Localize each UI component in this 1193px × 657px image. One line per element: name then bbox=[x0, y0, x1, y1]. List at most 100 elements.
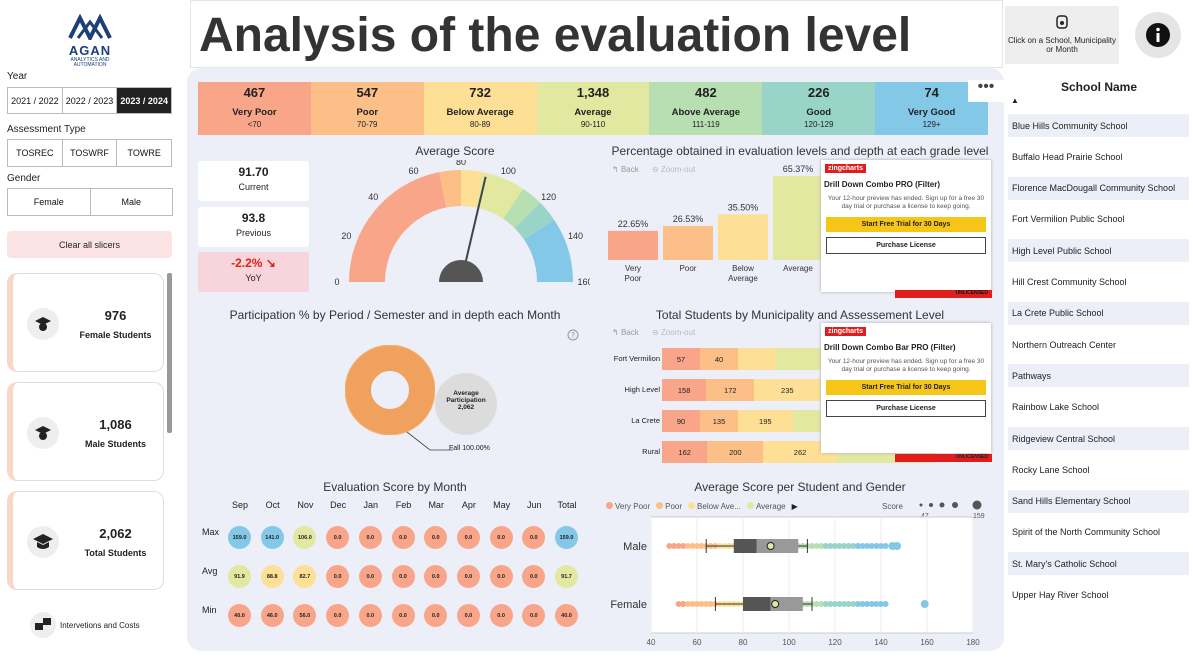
score-bubble[interactable]: 0.0 bbox=[489, 526, 513, 549]
kpi-0[interactable]: 467 Very Poor <70 bbox=[198, 82, 311, 135]
school-item[interactable]: Florence MacDougall Community School bbox=[1008, 176, 1189, 200]
score-bubble[interactable]: 0.0 bbox=[358, 604, 382, 627]
municipality-segment[interactable]: 235 bbox=[754, 379, 821, 401]
school-item[interactable]: Sand Hills Elementary School bbox=[1008, 489, 1189, 513]
score-bubble[interactable]: 0.0 bbox=[358, 565, 382, 588]
legend-item[interactable]: Average bbox=[746, 502, 786, 511]
school-item[interactable]: High Level Public School bbox=[1008, 239, 1189, 263]
pct-bar[interactable] bbox=[718, 214, 768, 260]
score-bubble[interactable]: 0.0 bbox=[522, 604, 546, 627]
stats-scrollbar[interactable] bbox=[167, 273, 172, 433]
school-item[interactable]: Spirit of the North Community School bbox=[1012, 527, 1161, 538]
participation-donut[interactable] bbox=[345, 345, 435, 435]
score-bubble[interactable]: 56.0 bbox=[293, 604, 317, 627]
score-bubble[interactable]: 0.0 bbox=[424, 526, 448, 549]
start-trial-button[interactable]: Start Free Trial for 30 Days bbox=[826, 217, 986, 232]
score-bubble[interactable]: 159.0 bbox=[228, 526, 251, 549]
pct-back-button[interactable]: ↰ Back bbox=[612, 165, 639, 174]
score-bubble[interactable]: 0.0 bbox=[326, 526, 350, 549]
legend-next-arrow[interactable]: ▶ bbox=[791, 502, 798, 511]
pct-zoom-out-button[interactable]: ⊖ Zoom-out bbox=[652, 165, 696, 174]
municipality-segment[interactable]: 135 bbox=[700, 410, 738, 432]
score-bubble[interactable]: 0.0 bbox=[489, 604, 513, 627]
municipality-segment[interactable]: 262 bbox=[763, 441, 837, 463]
municipality-segment[interactable]: 40 bbox=[700, 348, 738, 370]
start-trial-button[interactable]: Start Free Trial for 30 Days bbox=[826, 380, 986, 395]
score-bubble[interactable]: 82.7 bbox=[293, 565, 317, 588]
score-bubble[interactable]: 88.8 bbox=[260, 565, 284, 588]
score-bubble[interactable]: 0.0 bbox=[456, 526, 480, 549]
sort-arrow-icon[interactable]: ▲ bbox=[1011, 96, 1019, 105]
kpi-3[interactable]: 1,348 Average 90-110 bbox=[536, 82, 650, 135]
purchase-license-button[interactable]: Purchase License bbox=[826, 400, 986, 417]
muni-zoom-out-button[interactable]: ⊖ Zoom-out bbox=[652, 328, 696, 337]
score-bubble[interactable]: 0.0 bbox=[326, 604, 350, 627]
help-icon[interactable]: ? bbox=[567, 328, 579, 346]
box-upper[interactable] bbox=[770, 597, 803, 611]
score-bubble[interactable]: 46.0 bbox=[260, 604, 284, 627]
school-item[interactable]: La Crete Public School bbox=[1008, 301, 1189, 325]
score-bubble[interactable]: 40.0 bbox=[555, 604, 578, 627]
gender-option[interactable]: Female bbox=[8, 189, 91, 215]
municipality-segment[interactable]: 90 bbox=[662, 410, 700, 432]
purchase-license-button[interactable]: Purchase License bbox=[826, 237, 986, 254]
gender-option[interactable]: Male bbox=[90, 189, 172, 215]
school-item[interactable]: Rocky Lane School bbox=[1012, 464, 1090, 475]
pct-bar[interactable] bbox=[663, 225, 713, 260]
municipality-segment[interactable] bbox=[738, 348, 776, 370]
score-bubble[interactable]: 0.0 bbox=[326, 565, 350, 588]
interventions-link[interactable]: Intervetions and Costs bbox=[30, 612, 140, 638]
kpi-1[interactable]: 547 Poor 70-79 bbox=[310, 82, 424, 135]
school-item[interactable]: Rainbow Lake School bbox=[1012, 402, 1100, 413]
score-bubble[interactable]: 106.0 bbox=[293, 526, 317, 549]
kpi-4[interactable]: 482 Above Average 111-119 bbox=[649, 82, 763, 135]
score-bubble[interactable]: 0.0 bbox=[358, 526, 382, 549]
municipality-segment[interactable]: 195 bbox=[738, 410, 793, 432]
score-bubble[interactable]: 0.0 bbox=[391, 565, 415, 588]
score-bubble[interactable]: 40.0 bbox=[228, 604, 251, 627]
score-bubble[interactable]: 0.0 bbox=[391, 604, 415, 627]
school-item[interactable]: Fort Vermilion Public School bbox=[1012, 214, 1125, 225]
school-item[interactable]: Buffalo Head Prairie School bbox=[1012, 151, 1123, 162]
school-item[interactable]: Pathways bbox=[1008, 364, 1189, 388]
assessment-option[interactable]: TOSREC bbox=[8, 140, 63, 166]
assessment-option[interactable]: TOWRE bbox=[117, 140, 172, 166]
score-bubble[interactable]: 0.0 bbox=[424, 565, 448, 588]
municipality-segment[interactable]: 162 bbox=[662, 441, 708, 463]
pct-bar[interactable] bbox=[608, 230, 658, 260]
year-option[interactable]: 2021 / 2022 bbox=[8, 88, 63, 113]
municipality-segment[interactable]: 158 bbox=[662, 379, 707, 401]
score-bubble[interactable]: 0.0 bbox=[456, 565, 480, 588]
municipality-segment[interactable]: 172 bbox=[706, 379, 755, 401]
school-item[interactable]: Upper Hay River School bbox=[1012, 590, 1109, 600]
assessment-option[interactable]: TOSWRF bbox=[62, 140, 118, 166]
kpi-2[interactable]: 732 Below Average 80-89 bbox=[423, 82, 537, 135]
score-bubble[interactable]: 159.0 bbox=[555, 526, 578, 549]
score-bubble[interactable]: 91.9 bbox=[228, 565, 251, 588]
year-option[interactable]: 2022 / 2023 bbox=[62, 88, 118, 113]
score-bubble[interactable]: 0.0 bbox=[424, 604, 448, 627]
year-option[interactable]: 2023 / 2024 bbox=[117, 88, 172, 113]
outlier-point[interactable] bbox=[893, 542, 902, 550]
school-item[interactable]: Northern Outreach Center bbox=[1012, 339, 1117, 350]
score-bubble[interactable]: 0.0 bbox=[456, 604, 480, 627]
score-bubble[interactable]: 141.0 bbox=[260, 526, 284, 549]
muni-back-button[interactable]: ↰ Back bbox=[612, 328, 639, 337]
school-item[interactable]: St. Mary's Catholic School bbox=[1008, 552, 1189, 576]
box-upper[interactable] bbox=[756, 539, 799, 553]
municipality-segment[interactable]: 200 bbox=[707, 441, 764, 463]
score-bubble[interactable]: 0.0 bbox=[522, 565, 546, 588]
kpi-5[interactable]: 226 Good 120-129 bbox=[762, 82, 876, 135]
more-options-button[interactable]: ••• bbox=[968, 79, 1004, 102]
score-bubble[interactable]: 0.0 bbox=[489, 565, 513, 588]
score-bubble[interactable]: 0.0 bbox=[522, 526, 546, 549]
box-lower[interactable] bbox=[743, 597, 771, 611]
score-bubble[interactable]: 91.7 bbox=[555, 565, 578, 588]
municipality-segment[interactable]: 57 bbox=[662, 348, 700, 370]
legend-item[interactable]: Very Poor bbox=[606, 502, 650, 511]
school-item[interactable]: Hill Crest Community School bbox=[1012, 277, 1127, 287]
school-list-header[interactable]: School Name bbox=[1060, 80, 1138, 94]
score-bubble[interactable]: 0.0 bbox=[391, 526, 415, 549]
legend-item[interactable]: Poor bbox=[656, 502, 682, 511]
outlier-point[interactable] bbox=[920, 600, 929, 608]
